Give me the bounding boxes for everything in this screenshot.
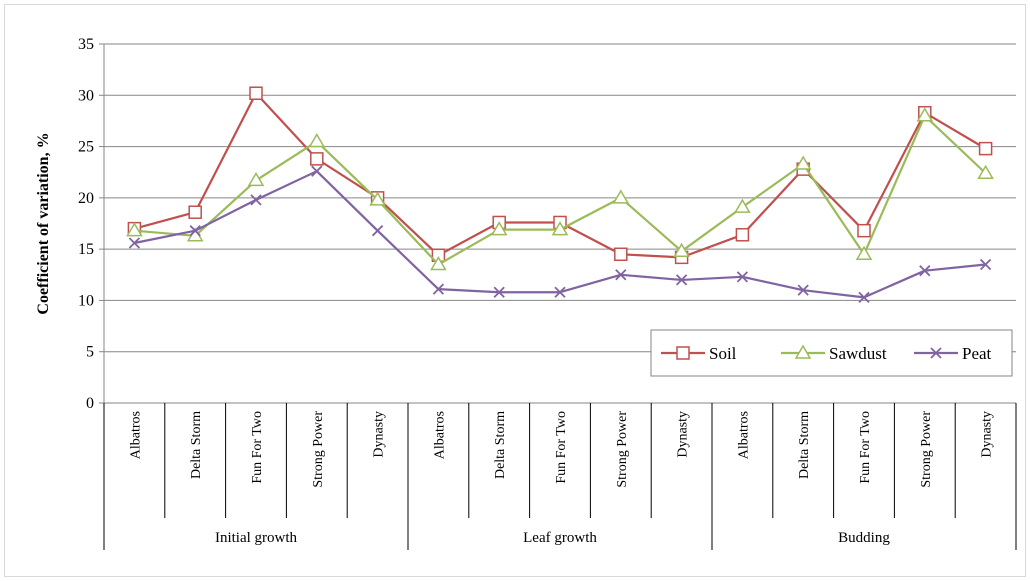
y-tick-label: 5 bbox=[86, 344, 94, 361]
legend-label: Sawdust bbox=[829, 344, 887, 363]
data-point bbox=[675, 274, 688, 286]
category-label: Fun For Two bbox=[858, 411, 873, 484]
y-tick-label: 35 bbox=[78, 36, 94, 53]
data-point bbox=[977, 164, 994, 179]
y-tick-label: 30 bbox=[78, 87, 94, 104]
series-peat bbox=[128, 165, 992, 303]
data-point bbox=[614, 247, 628, 262]
data-point bbox=[493, 286, 505, 298]
data-point bbox=[249, 86, 263, 100]
legend-item: Sawdust bbox=[781, 344, 887, 363]
series-sawdust bbox=[126, 107, 994, 271]
category-label: Dynasty bbox=[676, 411, 691, 458]
data-point bbox=[308, 132, 326, 148]
group-label: Budding bbox=[838, 530, 890, 546]
legend: Soil Sawdust Peat bbox=[650, 329, 1013, 377]
legend-marker bbox=[794, 344, 812, 359]
data-point bbox=[612, 189, 630, 204]
data-point bbox=[919, 265, 931, 277]
data-point bbox=[736, 271, 749, 283]
category-label: Fun For Two bbox=[250, 411, 265, 484]
data-point bbox=[797, 284, 809, 296]
data-point bbox=[126, 222, 143, 237]
legend-item: Peat bbox=[914, 344, 992, 363]
data-point bbox=[551, 221, 569, 236]
category-label: Strong Power bbox=[311, 411, 326, 488]
data-point bbox=[188, 205, 202, 219]
y-tick-label: 20 bbox=[78, 190, 94, 207]
data-point bbox=[247, 171, 265, 187]
data-point bbox=[857, 223, 871, 238]
category-label: Fun For Two bbox=[554, 411, 569, 484]
data-point bbox=[250, 194, 262, 206]
category-label: Strong Power bbox=[919, 411, 934, 488]
category-label: Delta Storm bbox=[189, 411, 204, 479]
group-label: Leaf growth bbox=[523, 530, 597, 546]
data-point bbox=[855, 245, 873, 261]
data-point bbox=[430, 256, 447, 271]
category-label: Albatros bbox=[432, 411, 447, 459]
y-axis-title: Coefficient of variation, % bbox=[35, 132, 52, 314]
data-point bbox=[369, 191, 386, 206]
legend-marker bbox=[930, 347, 942, 359]
series-line bbox=[134, 114, 987, 266]
category-label: Delta Storm bbox=[797, 411, 812, 479]
data-point bbox=[311, 165, 323, 177]
data-point bbox=[978, 141, 993, 156]
data-point bbox=[735, 228, 750, 242]
data-point bbox=[554, 286, 566, 298]
category-label: Dynasty bbox=[980, 411, 995, 458]
data-point bbox=[615, 269, 627, 281]
y-tick-label: 10 bbox=[78, 292, 94, 309]
category-label: Strong Power bbox=[615, 411, 630, 488]
y-tick-label: 15 bbox=[78, 241, 94, 258]
data-point bbox=[794, 155, 812, 170]
y-tick-label: 25 bbox=[78, 139, 94, 156]
data-point bbox=[128, 237, 141, 249]
data-point bbox=[432, 283, 445, 295]
group-label: Initial growth bbox=[215, 530, 298, 546]
data-point bbox=[916, 107, 934, 122]
category-label: Dynasty bbox=[372, 411, 387, 458]
legend-marker bbox=[676, 346, 690, 360]
y-tick-label: 0 bbox=[86, 395, 94, 412]
data-point bbox=[490, 221, 508, 236]
data-point bbox=[371, 225, 384, 237]
legend-label: Peat bbox=[962, 344, 992, 363]
category-label: Albatros bbox=[128, 411, 143, 459]
data-point bbox=[673, 242, 690, 257]
category-label: Albatros bbox=[736, 411, 751, 459]
chart-frame bbox=[4, 4, 1026, 577]
data-point bbox=[858, 291, 870, 303]
legend-item: Soil bbox=[661, 344, 737, 363]
data-point bbox=[979, 258, 992, 271]
data-point bbox=[734, 198, 751, 213]
legend-label: Soil bbox=[709, 344, 737, 363]
data-point bbox=[310, 152, 324, 166]
data-point bbox=[189, 225, 201, 237]
category-label: Delta Storm bbox=[493, 411, 508, 479]
